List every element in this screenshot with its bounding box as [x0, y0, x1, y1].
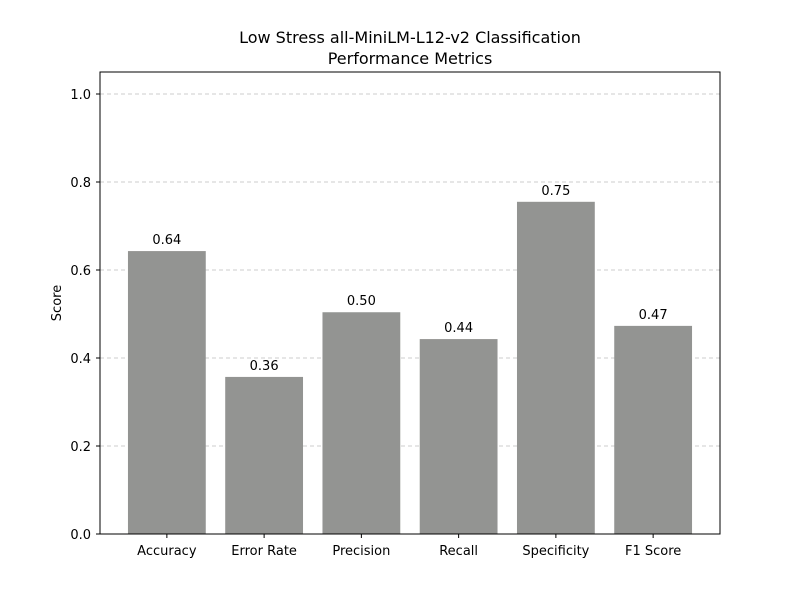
- chart-title: Low Stress all-MiniLM-L12-v2 Classificat…: [239, 28, 581, 68]
- y-axis-label: Score: [50, 285, 65, 321]
- y-tick-label: 0.0: [70, 528, 91, 543]
- bar-value-labels: 0.64 0.36 0.50 0.44 0.75 0.47: [152, 184, 667, 374]
- bar-error-rate: [225, 376, 304, 534]
- y-tick-label: 0.6: [70, 264, 91, 279]
- bar-value-label: 0.64: [152, 233, 181, 248]
- bar-accuracy: [127, 251, 206, 534]
- x-tick-label: Error Rate: [231, 544, 297, 559]
- grid-lines: [100, 93, 720, 447]
- bar-f1-score: [614, 325, 693, 534]
- y-axis-ticks: 0.0 0.2 0.4 0.6 0.8 1.0: [70, 88, 100, 543]
- chart-title-line-1: Low Stress all-MiniLM-L12-v2 Classificat…: [239, 28, 581, 47]
- bar-value-label: 0.36: [250, 359, 279, 374]
- chart-title-line-2: Performance Metrics: [328, 49, 493, 68]
- bar-specificity: [516, 201, 595, 535]
- bar-precision: [322, 312, 401, 534]
- bars: [127, 201, 693, 535]
- bar-value-label: 0.75: [541, 184, 570, 199]
- x-tick-label: Accuracy: [137, 544, 197, 559]
- bar-recall: [419, 339, 498, 534]
- y-tick-label: 0.8: [70, 176, 91, 191]
- bar-value-label: 0.44: [444, 321, 473, 336]
- y-tick-label: 1.0: [70, 88, 91, 103]
- x-tick-label: F1 Score: [625, 544, 681, 559]
- x-tick-label: Precision: [332, 544, 390, 559]
- y-tick-label: 0.2: [70, 440, 91, 455]
- bar-value-label: 0.47: [639, 308, 668, 323]
- bar-value-label: 0.50: [347, 294, 376, 309]
- y-tick-label: 0.4: [70, 352, 91, 367]
- x-tick-label: Specificity: [522, 544, 589, 559]
- x-axis-ticks: Accuracy Error Rate Precision Recall Specifi…: [137, 534, 681, 559]
- x-tick-label: Recall: [439, 544, 478, 559]
- plot-area-frame: [99, 71, 721, 535]
